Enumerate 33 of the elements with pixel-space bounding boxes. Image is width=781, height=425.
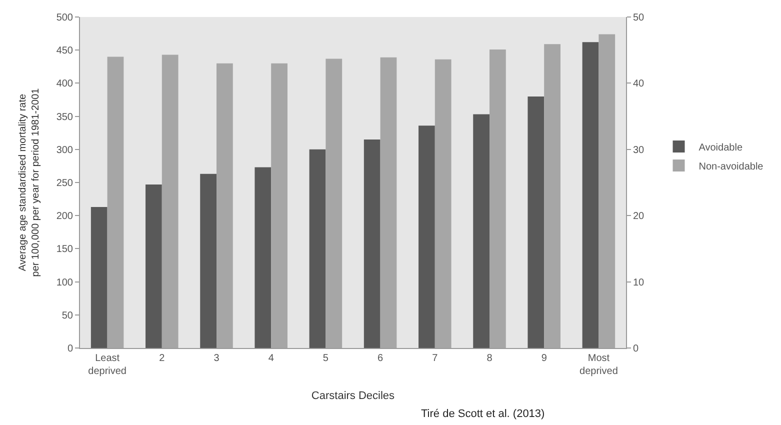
y-tick-label: 200 (56, 211, 74, 222)
y2-tick-label: 10 (633, 277, 645, 288)
x-tick-label: 7 (432, 353, 438, 364)
y-tick-label: 150 (56, 244, 74, 256)
y2-tick-label: 0 (633, 344, 639, 354)
x-tick-label: Most deprived (580, 353, 618, 377)
legend-label: Avoidable (698, 142, 743, 154)
x-tick-label: 6 (378, 353, 384, 364)
y-tick-label: 300 (56, 144, 74, 156)
y-tick-label: 100 (56, 277, 74, 288)
y2-tick-label: 20 (633, 211, 645, 222)
x-tick-label: 4 (268, 353, 274, 364)
x-tick-label: 5 (322, 353, 329, 364)
y2-tick-label: 40 (633, 78, 645, 90)
y-tick-label: 400 (56, 78, 74, 90)
x-tick-label: 3 (214, 353, 220, 364)
y2-tick-label: 30 (633, 144, 645, 156)
y-axis-title: Average age standardised mortality rate per 100,000 per year for period 1981-2001 (17, 88, 42, 277)
x-tick-label: Least deprived (88, 353, 126, 377)
x-axis-title: Carstairs Deciles (311, 390, 396, 402)
y-tick-label: 500 (56, 12, 74, 24)
y2-tick-label: 50 (633, 12, 645, 24)
y-tick-label: 50 (62, 310, 74, 322)
y-tick-label: 350 (56, 112, 74, 123)
y-tick-label: 450 (56, 46, 74, 57)
text: Tiré de Scott et al. (2013) (421, 408, 545, 420)
y-tick-label: 250 (56, 178, 74, 189)
bar (107, 56, 124, 348)
y-tick-label: 0 (67, 344, 74, 354)
x-tick-label: 8 (486, 353, 493, 364)
x-tick-label: 2 (159, 353, 166, 364)
x-tick-label: 9 (541, 353, 548, 364)
legend-label: Non-avoidable (698, 161, 764, 172)
